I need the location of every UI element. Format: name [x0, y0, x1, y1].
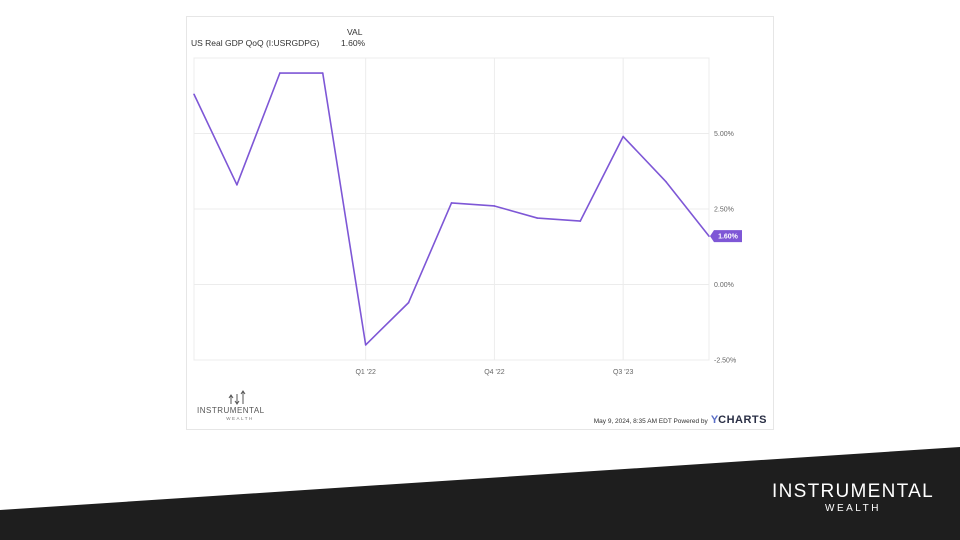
data-point — [279, 72, 281, 74]
x-tick-label: Q3 '23 — [613, 369, 634, 376]
attribution: May 9, 2024, 8:35 AM EDT Powered by YCHA… — [594, 414, 767, 426]
legend-series-value: 1.60% — [341, 38, 366, 48]
y-tick-label: 0.00% — [714, 282, 734, 289]
data-point — [665, 181, 667, 183]
legend-series-name: US Real GDP QoQ (I:USRGDPG) — [191, 38, 320, 48]
data-point — [193, 93, 195, 96]
y-tick-label: -2.50% — [714, 358, 736, 365]
data-point — [708, 235, 710, 237]
ycharts-y: Y — [710, 414, 719, 426]
corner-brand: INSTRUMENTAL WEALTH — [766, 481, 940, 515]
y-tick-label: 2.50% — [714, 207, 734, 214]
last-value-tag — [710, 230, 742, 243]
data-point — [450, 202, 453, 204]
data-point — [236, 184, 238, 186]
data-point — [364, 344, 367, 346]
data-point — [536, 217, 539, 219]
line-chart: -2.50% 0.00% 2.50% 5.00% Q1 '22 Q4 '22 Q3 '23 1… — [193, 57, 742, 376]
data-point — [622, 135, 624, 138]
logo-sub: WEALTH — [226, 416, 254, 421]
timestamp: May 9, 2024, 8:35 AM EDT Powered by — [593, 418, 708, 425]
dark-band-shape — [0, 447, 960, 540]
ycharts-text: CHARTS — [718, 414, 767, 426]
instrumental-logo: INSTRUMENTAL WEALTH — [195, 389, 285, 429]
x-tick-label: Q1 '22 — [355, 369, 376, 376]
corner-brand-name: INSTRUMENTAL — [772, 481, 934, 502]
data-point — [321, 72, 324, 74]
chart-card: VAL US Real GDP QoQ (I:USRGDPG) 1.60% -2… — [186, 16, 774, 430]
logo-name: INSTRUMENTAL — [197, 406, 265, 415]
data-point — [493, 205, 496, 207]
corner-brand-sub: WEALTH — [825, 503, 881, 514]
last-value-label: 1.60% — [718, 234, 739, 241]
data-point — [579, 220, 582, 222]
legend-header: VAL — [347, 27, 363, 37]
x-tick-label: Q4 '22 — [484, 369, 505, 376]
ycharts-logo[interactable]: YCHARTS — [711, 414, 767, 426]
arrows-icon — [228, 390, 246, 405]
y-tick-label: 5.00% — [714, 131, 734, 138]
data-point — [407, 301, 410, 304]
